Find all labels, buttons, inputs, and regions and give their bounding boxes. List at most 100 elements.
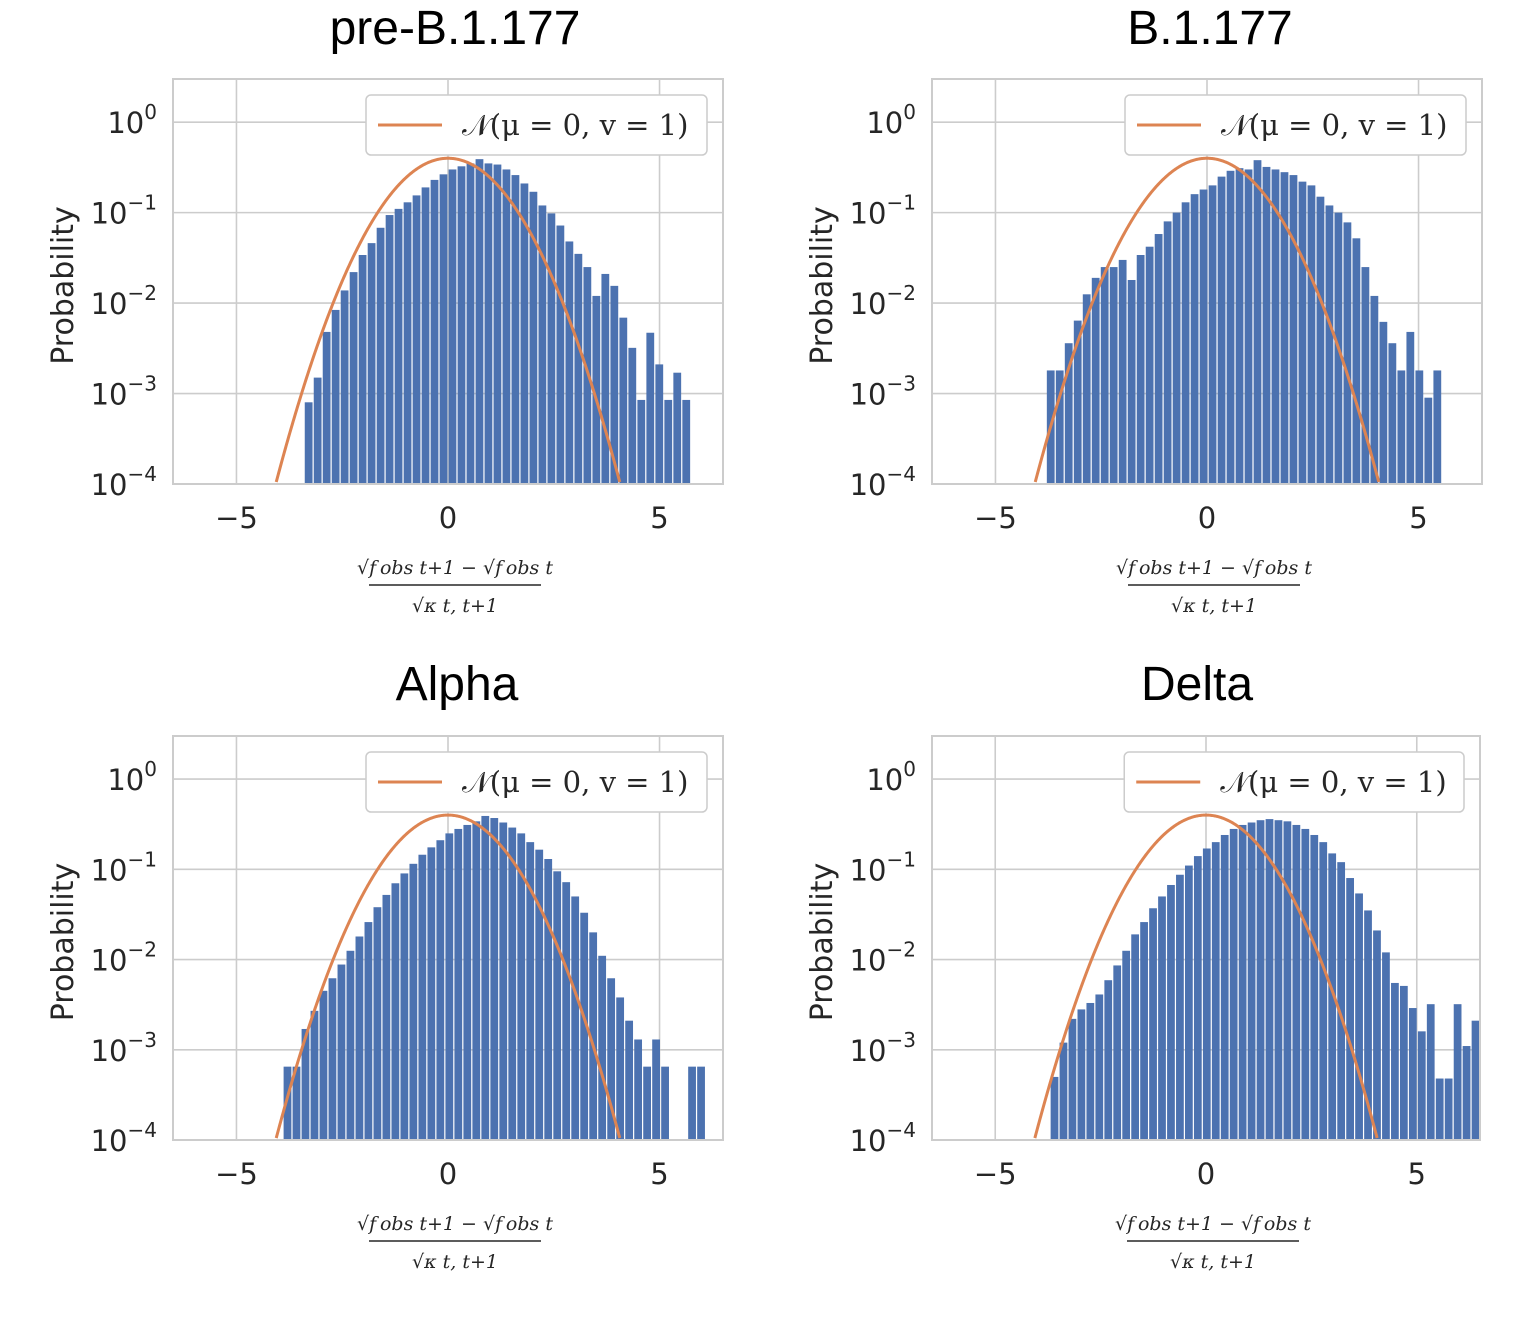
histogram-bar [1471,1020,1480,1140]
histogram-bar [382,894,391,1140]
histogram-bar [556,225,565,485]
histogram-bar [481,815,490,1140]
histogram-bar [1127,279,1136,484]
histogram-bar [628,347,637,484]
histogram-bar [1247,822,1256,1140]
y-tick-label: 10−1 [850,191,916,231]
legend: 𝒩(μ = 0, v = 1) [1123,751,1465,813]
histogram-bar [283,1066,292,1140]
y-tick-label-exp: −3 [887,1028,916,1052]
histogram-bar [1131,934,1140,1140]
histogram-bar [652,1039,660,1140]
y-tick-label-base: 10 [850,853,887,887]
histogram-bar [319,990,328,1140]
y-tick-label-base: 10 [91,378,128,412]
y-tick-label: 100 [107,757,157,797]
y-tick-label-exp: −4 [128,1118,157,1142]
histogram-bar [373,907,382,1140]
histogram-bar [592,295,601,484]
x-tick-label: 0 [439,1157,457,1191]
histogram-bar [1319,842,1328,1140]
histogram-bar [1086,1002,1095,1140]
x-axis-label: √f obs t+1 − √f obs t √κ t, t+1 [1115,1213,1311,1273]
histogram-bar [664,399,673,484]
histogram-bar [1337,862,1346,1140]
histogram-bar [1217,176,1226,485]
histogram-bar [337,964,346,1140]
y-tick-label-base: 10 [850,1124,887,1158]
histogram-bar [1064,343,1073,484]
x-tick-label: 5 [650,501,668,535]
histogram-bar [1208,185,1217,485]
histogram-bar [1059,1042,1068,1140]
histogram-bar [1262,166,1271,484]
histogram-bar [517,833,526,1140]
y-tick-label: 10−4 [91,1118,157,1158]
normal-curve [274,156,622,483]
y-tick-label-exp: −2 [128,938,157,962]
histogram-bar [682,399,691,484]
y-axis-label: Probability [805,863,840,1022]
chart-title: B.1.177 [1127,2,1292,55]
y-tick-label-base: 10 [866,106,903,140]
histogram-bar [511,175,520,485]
histogram-bar [421,187,430,484]
histogram-bar [1211,842,1220,1140]
y-tick-label: 10−1 [91,191,157,231]
x-tick-label: −5 [974,1157,1017,1191]
normal-curve [1033,813,1379,1139]
histogram-bar [1181,202,1190,484]
histogram-bar [538,205,547,485]
x-label-numerator: √f obs t+1 − √f obs t [1116,557,1312,579]
y-axis-label: Probability [46,206,81,365]
histogram-bar [463,824,472,1140]
y-tick-label: 100 [866,757,916,797]
y-tick-label: 10−1 [850,847,916,887]
histogram-bar [400,873,409,1140]
histogram-bar [1388,343,1397,484]
histogram-bar [340,290,349,484]
histogram-bar [310,1010,319,1140]
histogram-bar [409,863,418,1140]
histogram-bar [358,255,367,484]
histogram-bar [1238,824,1247,1140]
histogram-bar [1113,965,1122,1140]
histogram-bar [508,827,517,1140]
x-tick-label: −5 [974,501,1017,535]
legend-label: 𝒩(μ = 0, v = 1) [1221,108,1447,142]
histogram-bar [673,372,682,484]
y-tick-label-base: 10 [91,468,128,502]
histogram-bar [1343,222,1352,484]
histogram-bar [1158,896,1166,1140]
histogram-bar [1100,267,1109,484]
histogram-bar [304,402,313,484]
histogram-bar [1220,834,1229,1140]
histogram-bar [1310,834,1319,1140]
histogram-bar [391,883,400,1140]
x-axis-label: √f obs t+1 − √f obs t √κ t, t+1 [357,557,553,617]
histogram-bar [376,227,385,484]
y-tick-label: 10−3 [91,1028,157,1068]
histogram-bar [439,174,448,484]
histogram-bar [499,822,508,1140]
histogram-bar [574,253,583,484]
histogram-bar [1136,255,1145,484]
x-tick-label: −5 [215,501,258,535]
histogram-bar [1415,370,1424,484]
legend-box [365,94,708,156]
y-tick-label-base: 10 [850,944,887,978]
histogram-bar [1292,824,1301,1140]
histogram-bar [1091,277,1100,484]
y-tick-label-exp: 0 [144,100,157,124]
histogram-bar [1199,189,1208,485]
y-tick-label: 10−3 [850,372,916,412]
histogram-bar [427,847,436,1140]
legend-box [365,751,708,813]
histogram-bar [412,195,421,484]
x-label-denominator: √κ t, t+1 [1170,1251,1256,1273]
histogram-bar [1068,1018,1077,1140]
histogram-bar [1190,194,1199,484]
histogram-bar [1373,930,1381,1140]
